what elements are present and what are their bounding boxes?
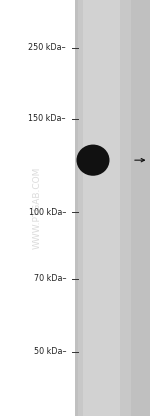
Bar — [75, 0, 150, 416]
Text: 100 kDa–: 100 kDa– — [29, 208, 66, 217]
Ellipse shape — [76, 144, 110, 176]
Bar — [82, 0, 120, 416]
Bar — [78, 0, 130, 416]
Text: WWW.PTGAB.COM: WWW.PTGAB.COM — [33, 167, 42, 249]
Text: 50 kDa–: 50 kDa– — [33, 347, 66, 356]
Text: 150 kDa–: 150 kDa– — [28, 114, 66, 123]
Text: 70 kDa–: 70 kDa– — [33, 274, 66, 283]
Text: 250 kDa–: 250 kDa– — [28, 43, 66, 52]
